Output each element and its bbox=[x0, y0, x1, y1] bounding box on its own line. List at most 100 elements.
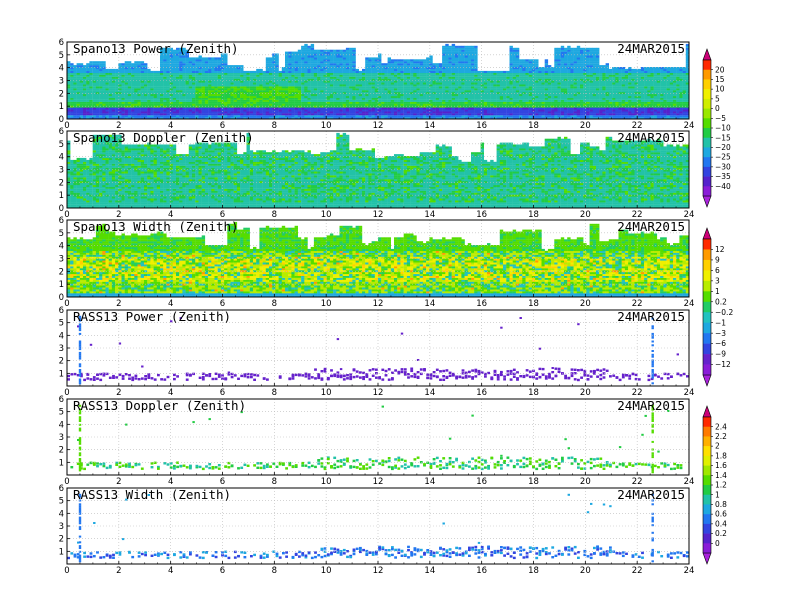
heatmap-cell bbox=[352, 99, 356, 102]
heatmap-cell bbox=[201, 74, 206, 77]
heatmap-cell bbox=[461, 95, 465, 98]
heatmap-cell bbox=[294, 80, 298, 83]
heatmap-cell bbox=[461, 90, 465, 93]
heatmap-cell bbox=[326, 84, 331, 87]
heatmap-cell bbox=[474, 90, 478, 93]
heatmap-cell bbox=[294, 94, 298, 97]
heatmap-cell bbox=[471, 47, 475, 50]
heatmap-cell bbox=[166, 53, 170, 56]
heatmap-cell bbox=[538, 107, 542, 110]
heatmap-cell bbox=[519, 82, 523, 85]
heatmap-cell bbox=[406, 97, 411, 100]
heatmap-cell bbox=[127, 80, 132, 83]
heatmap-cell bbox=[79, 84, 84, 87]
heatmap-cell bbox=[131, 99, 135, 102]
heatmap-cell bbox=[451, 109, 456, 112]
heatmap-cell bbox=[233, 65, 238, 68]
heatmap-cell bbox=[182, 101, 186, 104]
heatmap-cell bbox=[570, 68, 574, 71]
heatmap-cell bbox=[169, 65, 173, 68]
heatmap-cell bbox=[131, 97, 135, 100]
heatmap-cell bbox=[227, 111, 231, 114]
heatmap-cell bbox=[397, 94, 401, 97]
heatmap-cell bbox=[435, 70, 440, 73]
heatmap-cell bbox=[217, 61, 222, 64]
heatmap-cell bbox=[265, 67, 270, 70]
heatmap-cell bbox=[455, 94, 459, 97]
heatmap-cell bbox=[538, 76, 542, 79]
heatmap-cell bbox=[416, 72, 420, 75]
heatmap-cell bbox=[560, 51, 565, 54]
heatmap-cell bbox=[419, 76, 424, 79]
heatmap-cell bbox=[426, 113, 430, 116]
heatmap-cell bbox=[83, 90, 87, 93]
heatmap-cell bbox=[464, 47, 468, 50]
heatmap-cell bbox=[445, 84, 449, 87]
heatmap-cell bbox=[467, 63, 472, 66]
heatmap-cell bbox=[76, 94, 80, 97]
heatmap-cell bbox=[329, 70, 334, 73]
heatmap-cell bbox=[208, 72, 212, 75]
heatmap-cell bbox=[140, 97, 145, 100]
heatmap-cell bbox=[525, 82, 529, 85]
heatmap-cell bbox=[83, 82, 87, 85]
heatmap-cell bbox=[368, 90, 372, 93]
heatmap-cell bbox=[233, 115, 238, 118]
heatmap-cell bbox=[422, 78, 427, 81]
heatmap-cell bbox=[467, 115, 472, 118]
heatmap-cell bbox=[211, 61, 215, 64]
heatmap-cell bbox=[169, 47, 173, 50]
heatmap-cell bbox=[275, 88, 279, 91]
heatmap-cell bbox=[560, 95, 565, 98]
heatmap-cell bbox=[557, 49, 561, 52]
heatmap-cell bbox=[249, 97, 254, 100]
heatmap-cell bbox=[176, 103, 180, 106]
heatmap-cell bbox=[480, 84, 484, 87]
heatmap-cell bbox=[304, 61, 308, 64]
heatmap-cell bbox=[236, 88, 241, 91]
heatmap-cell bbox=[272, 82, 276, 85]
heatmap-cell bbox=[188, 78, 193, 81]
heatmap-cell bbox=[541, 117, 545, 120]
heatmap-cell bbox=[471, 76, 475, 79]
heatmap-cell bbox=[371, 82, 375, 85]
heatmap-cell bbox=[224, 107, 228, 110]
heatmap-cell bbox=[410, 113, 414, 116]
heatmap-cell bbox=[294, 95, 298, 98]
heatmap-cell bbox=[111, 70, 116, 73]
heatmap-cell bbox=[384, 70, 388, 73]
heatmap-cell bbox=[371, 57, 375, 60]
heatmap-cell bbox=[342, 105, 347, 108]
heatmap-cell bbox=[483, 113, 488, 116]
heatmap-cell bbox=[275, 111, 279, 114]
heatmap-cell bbox=[547, 80, 552, 83]
heatmap-cell bbox=[384, 72, 388, 75]
heatmap-cell bbox=[208, 94, 212, 97]
heatmap-cell bbox=[564, 109, 568, 112]
heatmap-cell bbox=[329, 80, 334, 83]
heatmap-cell bbox=[214, 111, 218, 114]
heatmap-cell bbox=[92, 86, 97, 89]
heatmap-cell bbox=[541, 107, 545, 110]
heatmap-cell bbox=[89, 74, 93, 77]
heatmap-cell bbox=[435, 115, 440, 118]
heatmap-cell bbox=[455, 68, 459, 71]
heatmap-cell bbox=[320, 68, 324, 71]
heatmap-cell bbox=[464, 72, 468, 75]
heatmap-cell bbox=[397, 70, 401, 73]
heatmap-cell bbox=[461, 76, 465, 79]
heatmap-cell bbox=[544, 68, 549, 71]
heatmap-cell bbox=[310, 55, 315, 58]
heatmap-cell bbox=[554, 84, 558, 87]
heatmap-cell bbox=[297, 99, 302, 102]
heatmap-cell bbox=[140, 80, 145, 83]
heatmap-cell bbox=[329, 72, 334, 75]
heatmap-cell bbox=[208, 111, 212, 114]
heatmap-cell bbox=[448, 109, 452, 112]
heatmap-cell bbox=[515, 47, 520, 50]
heatmap-cell bbox=[378, 107, 382, 110]
heatmap-cell bbox=[422, 67, 427, 70]
heatmap-cell bbox=[333, 63, 337, 66]
heatmap-cell bbox=[140, 117, 145, 120]
heatmap-cell bbox=[224, 113, 228, 116]
